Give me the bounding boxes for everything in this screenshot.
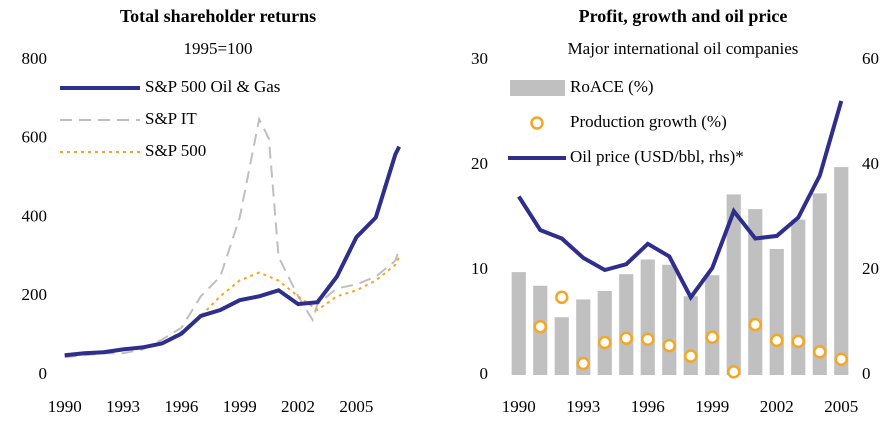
y2-tick-label: 40 bbox=[862, 154, 879, 173]
y-tick-label: 400 bbox=[22, 206, 48, 225]
chart-title: Profit, growth and oil price bbox=[579, 6, 788, 26]
bar bbox=[662, 264, 677, 375]
y-tick-label: 200 bbox=[22, 285, 48, 304]
y2-tick-label: 20 bbox=[862, 259, 879, 278]
chart-subtitle: Major international oil companies bbox=[568, 39, 799, 58]
y-tick-label: 20 bbox=[471, 154, 488, 173]
point bbox=[705, 330, 719, 344]
x-tick-label: 1996 bbox=[164, 397, 198, 416]
y2-tick-label: 0 bbox=[862, 364, 871, 383]
legend-label: S&P 500 Oil & Gas bbox=[145, 77, 280, 96]
y2-tick-label: 60 bbox=[862, 49, 879, 68]
bar bbox=[619, 274, 634, 375]
y-tick-label: 600 bbox=[22, 128, 48, 147]
x-tick-label: 1996 bbox=[631, 397, 665, 416]
point bbox=[576, 356, 590, 371]
bar bbox=[640, 259, 655, 375]
point bbox=[619, 331, 633, 345]
legend-label: S&P 500 bbox=[145, 141, 206, 160]
point bbox=[770, 333, 784, 348]
legend-swatch bbox=[510, 80, 565, 96]
y-tick-label: 0 bbox=[480, 364, 489, 383]
point bbox=[598, 335, 612, 350]
chart-title: Total shareholder returns bbox=[120, 6, 316, 26]
point bbox=[834, 352, 848, 366]
point bbox=[813, 345, 827, 359]
point bbox=[684, 349, 698, 363]
bar bbox=[597, 291, 612, 375]
point bbox=[662, 338, 676, 353]
bar bbox=[705, 275, 720, 375]
bar bbox=[791, 219, 806, 375]
legend-label: Production growth (%) bbox=[570, 112, 727, 131]
y-tick-label: 30 bbox=[471, 49, 488, 68]
line-series bbox=[64, 116, 401, 359]
bar bbox=[748, 209, 763, 375]
legend-label: S&P IT bbox=[145, 109, 197, 128]
y-tick-label: 10 bbox=[471, 259, 488, 278]
chart-subtitle: 1995=100 bbox=[183, 39, 252, 58]
bar bbox=[769, 249, 784, 375]
y-tick-label: 800 bbox=[22, 49, 48, 68]
x-tick-label: 2005 bbox=[824, 397, 858, 416]
point bbox=[748, 317, 762, 332]
line-series bbox=[517, 100, 844, 302]
x-tick-label: 1999 bbox=[695, 397, 729, 416]
point bbox=[555, 290, 569, 305]
x-tick-label: 1990 bbox=[502, 397, 536, 416]
bar bbox=[683, 296, 698, 375]
x-tick-label: 2005 bbox=[339, 397, 373, 416]
point bbox=[727, 365, 741, 379]
bar bbox=[576, 299, 591, 375]
x-tick-label: 1993 bbox=[106, 397, 140, 416]
x-tick-label: 1990 bbox=[48, 397, 82, 416]
x-tick-label: 1993 bbox=[566, 397, 600, 416]
x-tick-label: 2002 bbox=[760, 397, 794, 416]
x-tick-label: 1999 bbox=[223, 397, 257, 416]
bar bbox=[511, 272, 526, 375]
point bbox=[533, 319, 547, 334]
bar bbox=[726, 194, 741, 375]
legend-swatch bbox=[530, 116, 544, 130]
line-series bbox=[64, 145, 401, 358]
point bbox=[791, 334, 805, 349]
y-tick-label: 0 bbox=[39, 364, 48, 383]
legend-label: RoACE (%) bbox=[570, 77, 654, 96]
bar bbox=[554, 317, 569, 375]
point bbox=[641, 332, 655, 347]
legend-label: Oil price (USD/bbl, rhs)* bbox=[570, 147, 744, 166]
bar bbox=[834, 167, 849, 375]
x-tick-label: 2002 bbox=[281, 397, 315, 416]
bar bbox=[812, 193, 827, 375]
